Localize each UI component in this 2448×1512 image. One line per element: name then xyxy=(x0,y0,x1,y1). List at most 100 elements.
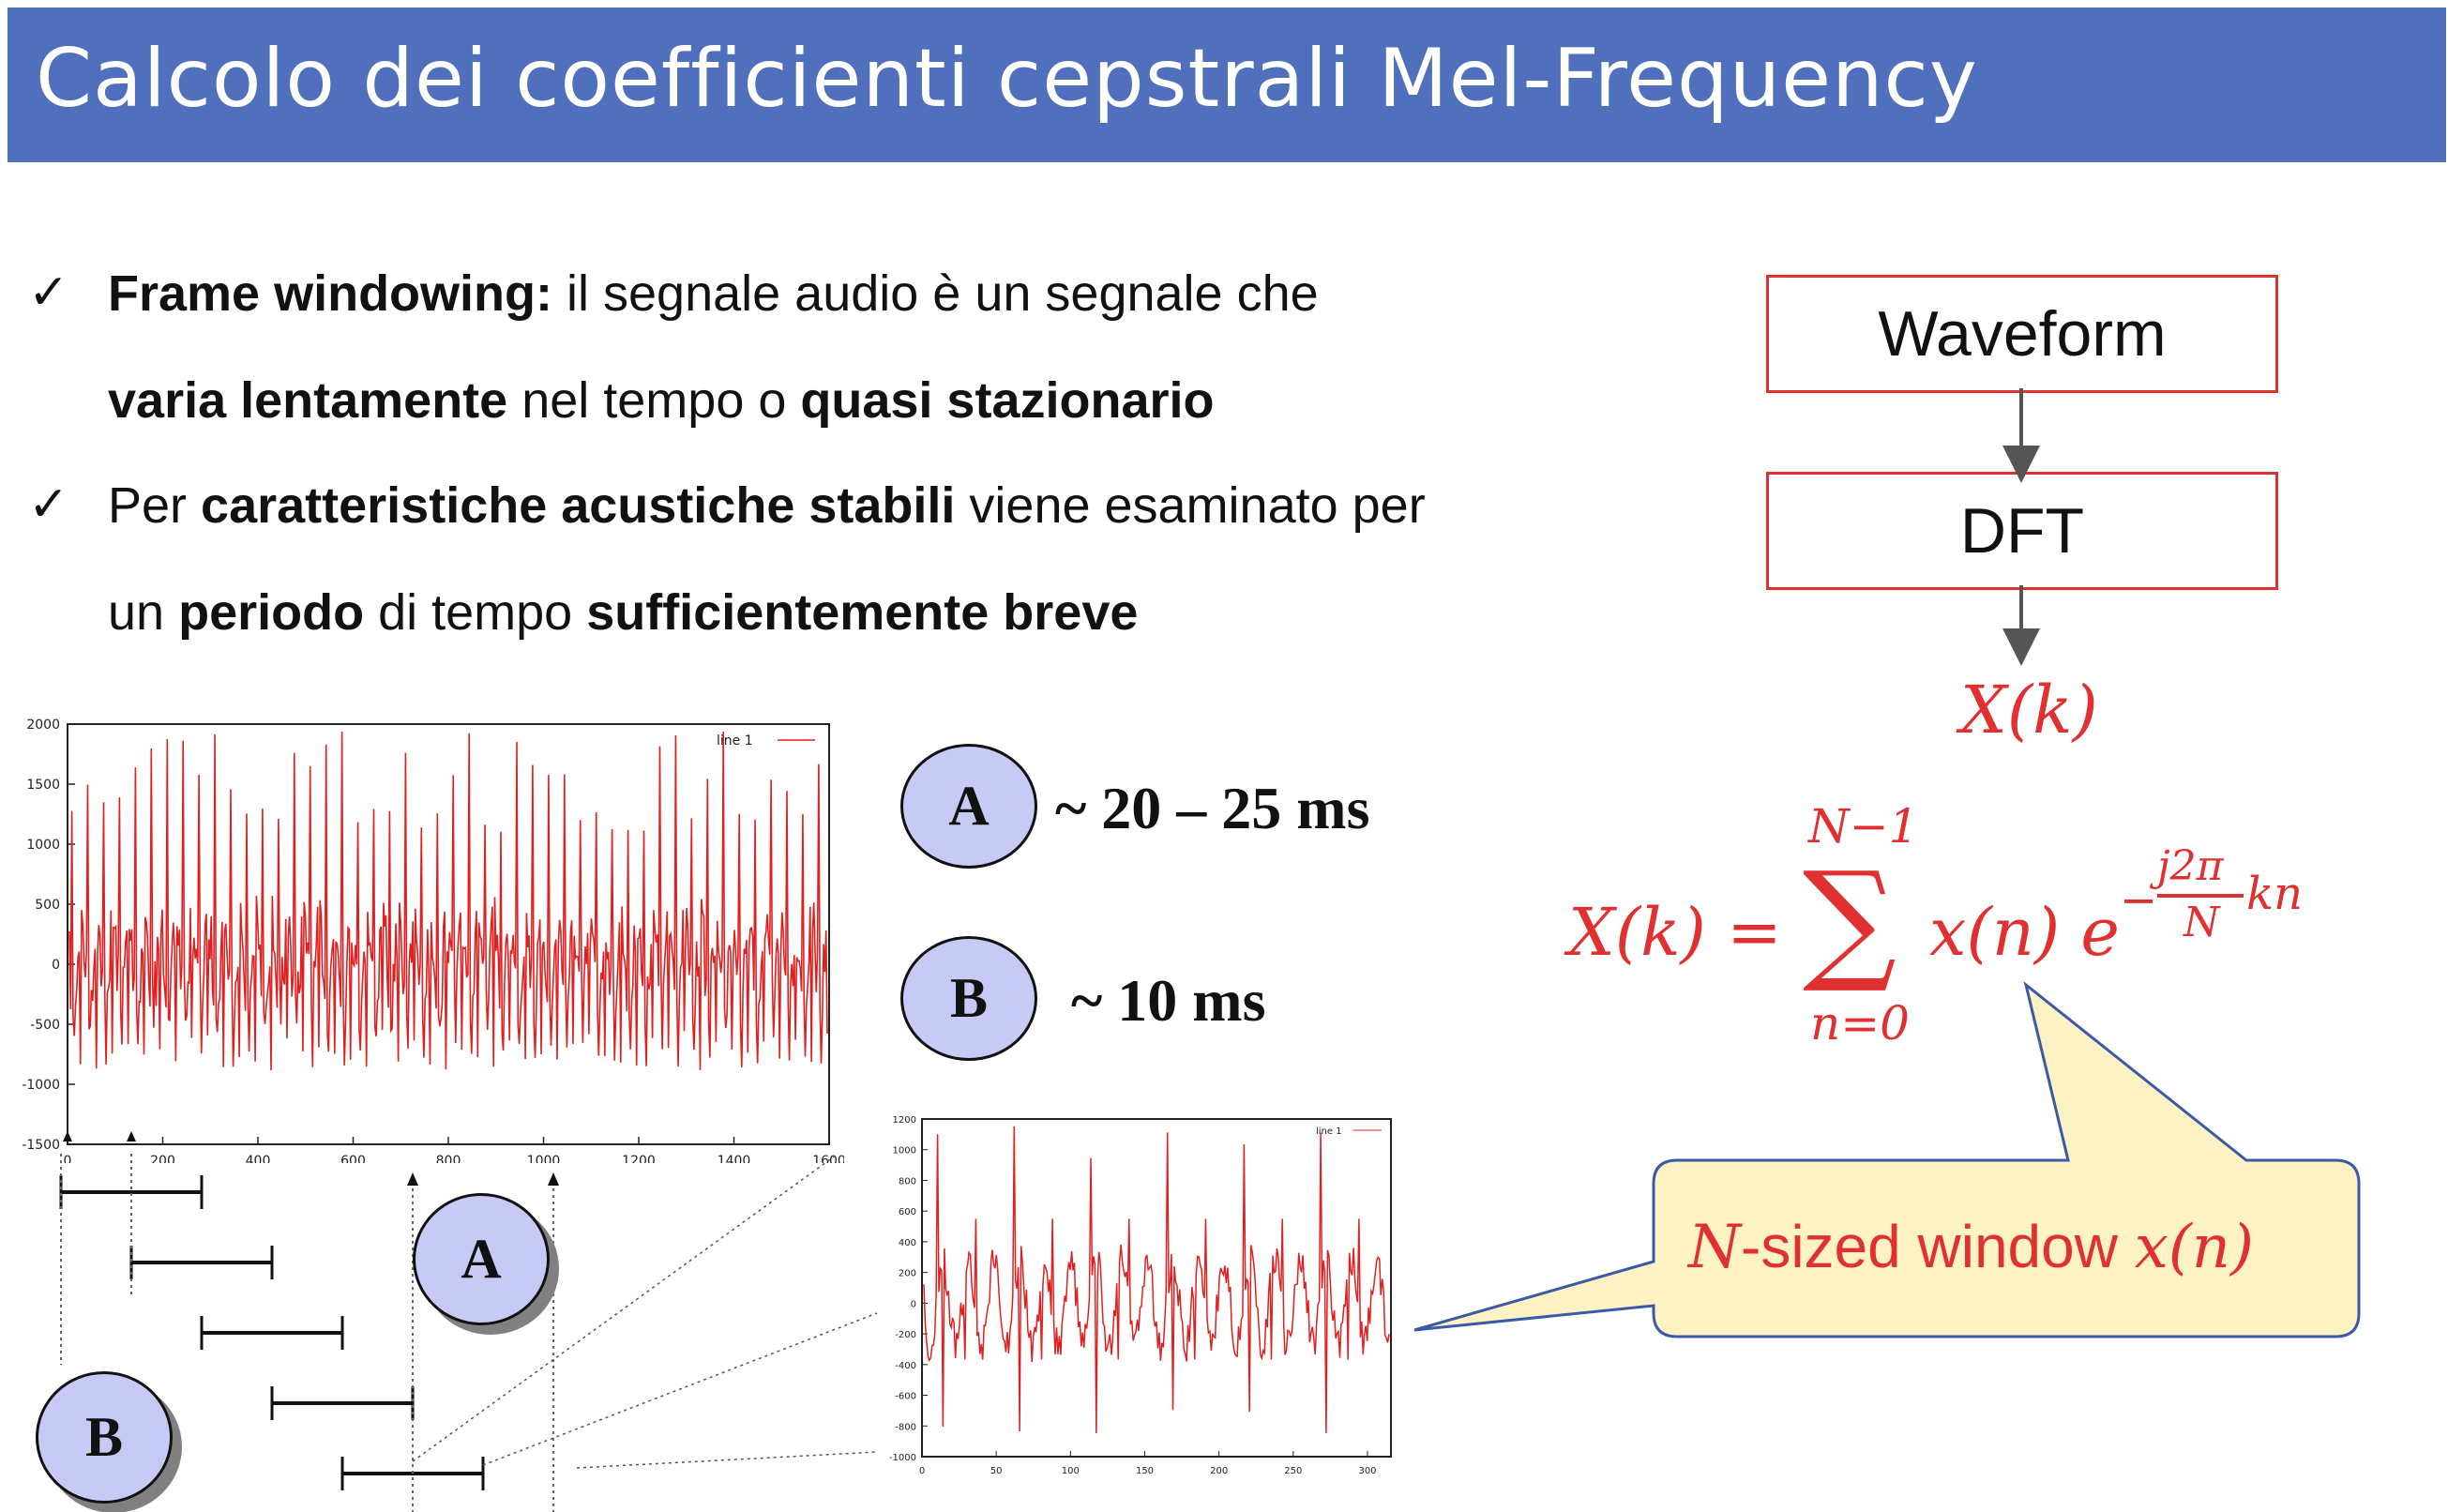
zoom-y-tick-label: 800 xyxy=(899,1176,916,1187)
y-tick-label: 0 xyxy=(52,958,60,973)
slide-title: Calcolo dei coefficienti cepstrali Mel-F… xyxy=(36,32,1978,126)
zoom-y-tick-label: 400 xyxy=(899,1238,916,1248)
bullet-2-line-1-run-2: viene esaminato per xyxy=(955,477,1426,534)
zoom-x-tick-label: 0 xyxy=(919,1466,925,1476)
zoom-x-tick-label: 100 xyxy=(1062,1466,1080,1476)
zoom-x-tick-label: 150 xyxy=(1136,1466,1154,1476)
check-icon: ✓ xyxy=(28,265,69,321)
window-a-arrow xyxy=(407,1172,418,1186)
zoom-x-tick-label: 50 xyxy=(990,1466,1003,1476)
x-tick-label: 400 xyxy=(246,1154,271,1163)
formula-lhs: X(k) = xyxy=(1568,894,1782,971)
zoom-y-tick-label: -400 xyxy=(895,1361,916,1371)
x-tick-label: 200 xyxy=(150,1154,175,1163)
sum-sign: ∑ xyxy=(1803,844,1896,997)
callout-shape xyxy=(1413,981,2361,1338)
y-tick-label: 1000 xyxy=(26,838,60,853)
zoom-y-tick-label: -1000 xyxy=(889,1453,916,1463)
zoom-y-tick-label: 200 xyxy=(899,1269,916,1279)
bullet-2-line-1: Per caratteristiche acustiche stabili vi… xyxy=(108,476,1426,535)
duration-a-text: ~ 20 – 25 ms xyxy=(1055,775,1370,841)
check-icon: ✓ xyxy=(28,476,69,533)
plot-frame xyxy=(67,723,830,1145)
y-tick-label: 1500 xyxy=(26,778,60,793)
zoom-x-tick-label: 200 xyxy=(1210,1466,1228,1476)
zoom-x-tick-label: 300 xyxy=(1358,1466,1376,1476)
bullet-2-line-1-run-0: Per xyxy=(108,477,202,534)
x-tick-label: 1400 xyxy=(718,1154,751,1163)
duration-b-circle: B xyxy=(900,936,1037,1061)
window-b-letter: B xyxy=(84,1406,124,1468)
duration-a-letter: A xyxy=(948,775,990,837)
waveform-plot: 2000 1500 1000 500 0 -500 -1000 -1500 0 200 400 600… xyxy=(22,718,844,1163)
zoom-legend-label: line 1 xyxy=(1316,1126,1342,1137)
formula-term: x(n) e xyxy=(1929,894,2120,971)
dft-label: DFT xyxy=(1959,495,2085,567)
bullet-1-line-2-run-1: nel tempo o xyxy=(507,372,801,429)
bullet-1-line-2-run-0: varia lentamente xyxy=(108,372,508,429)
sum-upper-limit: N−1 xyxy=(1808,799,1919,854)
x-tick-label: 1000 xyxy=(527,1154,561,1163)
exp-denominator: N xyxy=(2184,899,2220,946)
x-tick-label: 0 xyxy=(64,1154,72,1163)
zoom-y-tick-label: 1000 xyxy=(893,1146,916,1157)
y-tick-label: -1000 xyxy=(22,1078,60,1093)
zoom-guide-line xyxy=(482,1312,878,1466)
exp-fraction-bar xyxy=(2157,894,2244,898)
bullet-1-line-1-run-1: il segnale audio è un segnale che xyxy=(552,265,1319,322)
window-b-circle: B xyxy=(36,1371,173,1504)
exp-tail: kn xyxy=(2246,868,2303,920)
bullet-1-line-2-run-2: quasi stazionario xyxy=(800,372,1215,429)
zoom-y-tick-label: -600 xyxy=(895,1392,916,1402)
y-tick-label: 500 xyxy=(35,898,60,913)
duration-b-letter: B xyxy=(949,967,989,1029)
zoom-x-tick-label: 250 xyxy=(1284,1466,1302,1476)
plot-legend-label: line 1 xyxy=(717,733,753,748)
bullet-2-line-1-run-1: caratteristiche acustiche stabili xyxy=(201,477,956,534)
zoom-y-tick-label: -800 xyxy=(895,1422,916,1432)
zoom-plot-frame xyxy=(921,1118,1392,1458)
x-tick-label: 600 xyxy=(340,1154,366,1163)
exp-numerator: j2π xyxy=(2157,842,2224,890)
exp-sign: − xyxy=(2120,874,2158,927)
title-bar: Calcolo dei coefficienti cepstrali Mel-F… xyxy=(8,8,2446,162)
zoom-y-tick-label: 600 xyxy=(899,1207,916,1217)
callout-math: x(n) xyxy=(2134,1213,2254,1282)
waveform-box: Waveform xyxy=(1766,275,2278,393)
waveform-label: Waveform xyxy=(1878,298,2167,370)
y-tick-label: -1500 xyxy=(22,1138,60,1153)
callout-text: N-sized window x(n) xyxy=(1688,1212,2254,1282)
bullet-2-line-2: un periodo di tempo sufficientemente bre… xyxy=(108,583,1138,642)
x-tick-label: 800 xyxy=(436,1154,461,1163)
duration-a-circle: A xyxy=(900,744,1037,869)
dft-output: X(k) xyxy=(1960,672,2098,748)
duration-b-text: ~ 10 ms xyxy=(1071,967,1266,1034)
y-tick-label: -500 xyxy=(30,1018,60,1033)
bullet-1-line-1: Frame windowing: il segnale audio è un s… xyxy=(108,265,1319,323)
bullet-1-line-2: varia lentamente nel tempo o quasi stazi… xyxy=(108,371,1215,430)
bullet-2-line-2-run-2: di tempo xyxy=(364,584,587,641)
zoom-guide-line xyxy=(576,1451,878,1469)
frame-windowing-diagram xyxy=(59,1154,878,1512)
x-tick-label: 1600 xyxy=(812,1154,844,1163)
zoom-y-tick-label: -200 xyxy=(895,1330,916,1340)
window-a-letter: A xyxy=(461,1228,502,1290)
bullet-1-line-1-run-0: Frame windowing: xyxy=(108,265,553,322)
bullet-2-line-2-run-0: un xyxy=(108,584,179,641)
zoom-waveform-trace xyxy=(923,1126,1390,1434)
bullet-2-line-2-run-3: sufficientemente breve xyxy=(586,584,1139,641)
callout-label: -sized window xyxy=(1741,1213,2135,1280)
frame-marker-arrow xyxy=(63,1131,72,1142)
window-a-arrow xyxy=(548,1172,559,1186)
bullet-2-line-2-run-1: periodo xyxy=(178,584,365,641)
zoom-y-tick-label: 0 xyxy=(911,1299,916,1309)
sum-lower-limit: n=0 xyxy=(1810,996,1910,1051)
y-tick-label: 2000 xyxy=(26,718,60,733)
dft-box: DFT xyxy=(1766,472,2278,590)
waveform-trace xyxy=(68,731,828,1071)
zoom-y-tick-label: 1200 xyxy=(893,1115,916,1126)
x-tick-label: 1200 xyxy=(622,1154,656,1163)
callout-var: N xyxy=(1688,1213,1741,1282)
